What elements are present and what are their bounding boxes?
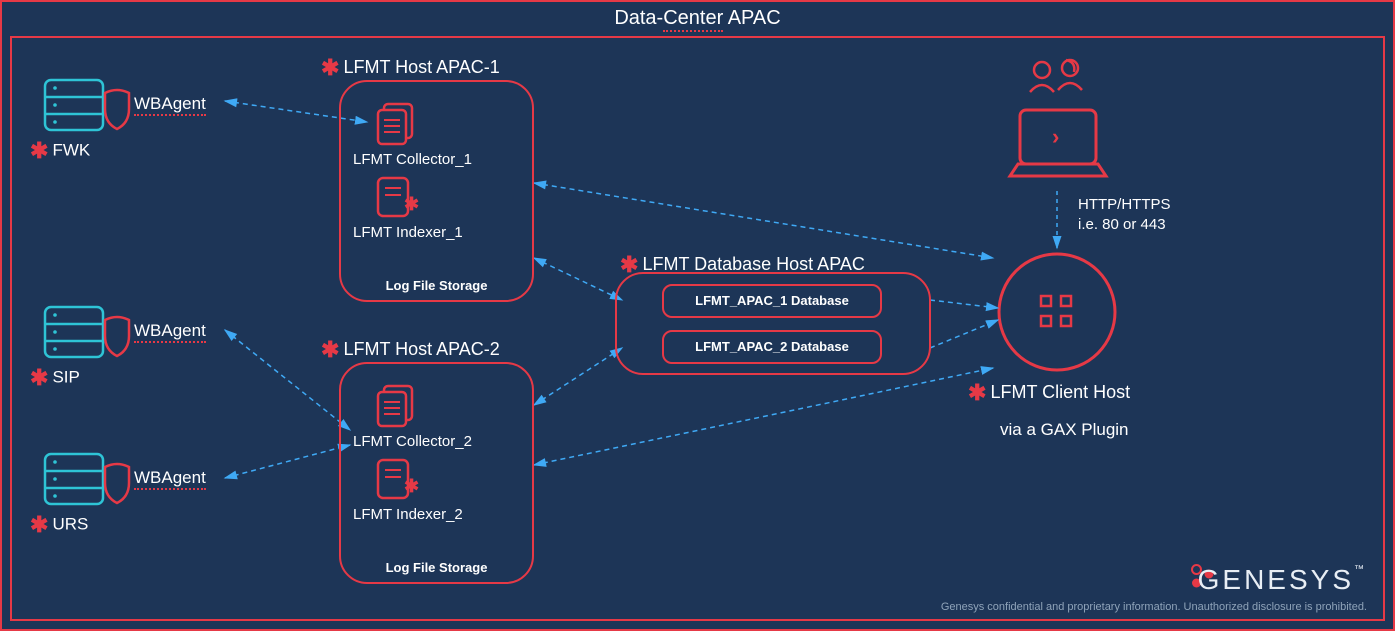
logo-text: GENESYS: [1198, 564, 1354, 595]
host-apac-2: [339, 362, 534, 584]
asterisk-icon: ✱: [30, 138, 48, 163]
indexer1-label: LFMT Indexer_1: [353, 224, 463, 241]
asterisk-icon: ✱: [968, 380, 986, 405]
diagram-title: Data-Center APAC: [0, 7, 1395, 30]
title-suffix: APAC: [723, 7, 780, 29]
db1-pill: LFMT_APAC_1 Database: [662, 284, 882, 318]
fwk-wbagent: WBAgent: [134, 94, 206, 114]
sip-label: ✱SIP: [30, 365, 80, 391]
storage2-label: Log File Storage: [339, 560, 534, 575]
asterisk-icon: ✱: [30, 365, 48, 390]
storage1-label: Log File Storage: [339, 278, 534, 293]
db-host-title: ✱LFMT Database Host APAC: [620, 252, 865, 278]
urs-label: ✱URS: [30, 512, 88, 538]
indexer2-label: LFMT Indexer_2: [353, 506, 463, 523]
host2-title: ✱LFMT Host APAC-2: [321, 337, 500, 363]
title-underlined: Center: [663, 7, 723, 32]
db2-pill: LFMT_APAC_2 Database: [662, 330, 882, 364]
genesys-logo: GENESYS™: [1162, 564, 1367, 596]
footer-text: Genesys confidential and proprietary inf…: [941, 601, 1367, 613]
collector1-label: LFMT Collector_1: [353, 151, 472, 168]
asterisk-icon: ✱: [30, 512, 48, 537]
http-label-1: HTTP/HTTPS: [1078, 196, 1171, 213]
http-label-2: i.e. 80 or 443: [1078, 216, 1166, 233]
asterisk-icon: ✱: [321, 55, 339, 80]
sip-wbagent: WBAgent: [134, 321, 206, 341]
host-apac-1: [339, 80, 534, 302]
title-prefix: Data-: [614, 7, 663, 29]
fwk-label: ✱FWK: [30, 138, 90, 164]
host1-title: ✱LFMT Host APAC-1: [321, 55, 500, 81]
client-subtitle: via a GAX Plugin: [1000, 420, 1129, 440]
urs-wbagent: WBAgent: [134, 468, 206, 488]
asterisk-icon: ✱: [620, 252, 638, 277]
collector2-label: LFMT Collector_2: [353, 433, 472, 450]
client-title: ✱LFMT Client Host: [968, 380, 1130, 406]
asterisk-icon: ✱: [321, 337, 339, 362]
